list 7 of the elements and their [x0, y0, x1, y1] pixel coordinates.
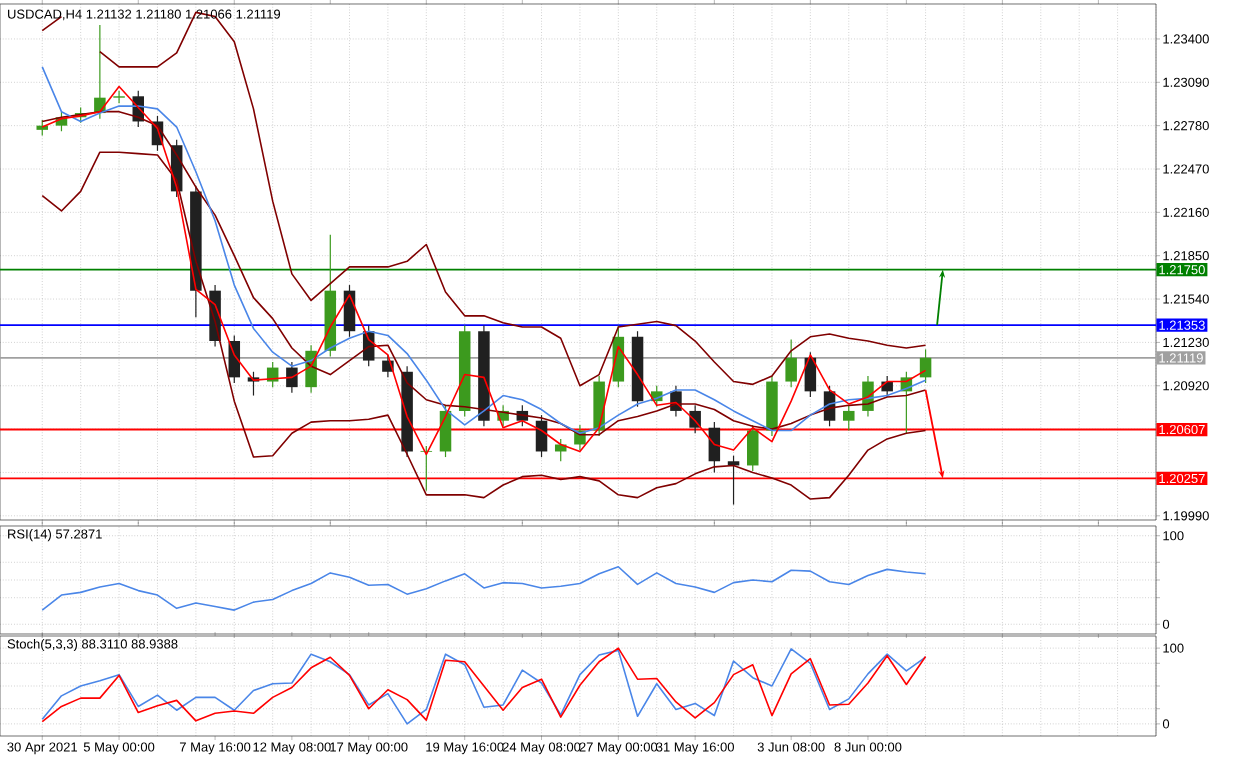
candlestick: [286, 361, 298, 394]
line-series: [41, 565, 927, 611]
candlestick: [727, 455, 740, 506]
candlestick: [843, 404, 855, 432]
candlestick: [113, 90, 125, 104]
candlestick: [785, 339, 797, 388]
candlestick: [746, 424, 759, 472]
